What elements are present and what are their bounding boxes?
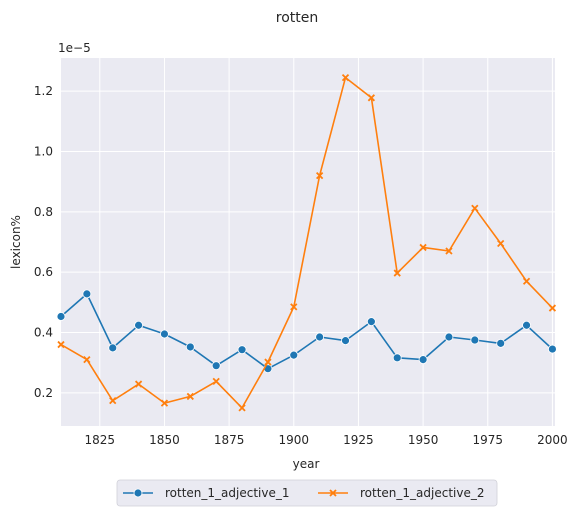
data-point	[211, 361, 221, 371]
series-rotten_1_adjective_1	[56, 289, 557, 374]
series-rotten_1_adjective_2	[57, 73, 557, 412]
data-point	[264, 358, 272, 366]
y-tick-label: 0.4	[34, 325, 53, 339]
data-point	[392, 353, 402, 363]
y-axis-ticks: 0.2 0.4 0.6 0.8 1.0 1.2	[34, 84, 53, 400]
legend-marker	[133, 488, 143, 498]
data-point	[56, 312, 66, 321]
x-axis-ticks: 1825 1850 1875 1900 1925 1950 1975 2000	[85, 433, 568, 447]
data-point	[497, 239, 505, 248]
legend-marker	[329, 489, 337, 497]
legend-label: rotten_1_adjective_2	[360, 486, 485, 500]
data-point	[315, 332, 325, 342]
data-point	[419, 243, 427, 252]
y-tick-label: 1.0	[34, 145, 53, 159]
data-point	[160, 399, 169, 407]
x-tick-label: 2000	[537, 433, 568, 447]
data-point	[522, 320, 531, 330]
data-point	[109, 397, 117, 405]
legend-box	[116, 479, 498, 507]
y-tick-label: 1.2	[34, 84, 53, 98]
data-point	[522, 277, 531, 285]
y-scale-factor: 1e−5	[58, 41, 91, 55]
x-tick-label: 1950	[408, 433, 439, 447]
data-point	[160, 329, 169, 339]
data-point	[134, 380, 143, 388]
chart-title: rotten	[276, 10, 318, 26]
data-point	[185, 342, 195, 352]
y-tick-label: 0.2	[34, 386, 53, 400]
data-point	[496, 338, 506, 348]
data-point	[108, 343, 118, 353]
data-point	[237, 345, 247, 355]
series-line	[60, 76, 553, 409]
y-axis-label: lexicon%	[9, 215, 23, 269]
data-point	[290, 303, 298, 311]
legend: rotten_1_adjective_1 rotten_1_adjective_2	[116, 479, 498, 507]
data-point	[289, 350, 299, 360]
x-tick-label: 1850	[149, 433, 180, 447]
data-point	[82, 289, 92, 299]
data-point	[418, 355, 428, 365]
data-point	[470, 335, 480, 345]
data-point	[83, 356, 91, 364]
x-tick-label: 1900	[279, 433, 310, 447]
data-point	[548, 344, 557, 354]
x-tick-label: 1875	[214, 433, 245, 447]
y-tick-label: 0.8	[34, 205, 53, 219]
data-point	[548, 304, 557, 312]
plot-area	[61, 58, 555, 426]
data-point	[186, 392, 194, 401]
y-tick-label: 0.6	[34, 265, 53, 279]
data-point	[341, 336, 350, 346]
data-point	[212, 377, 220, 385]
x-tick-label: 1825	[85, 433, 116, 447]
data-point	[134, 320, 143, 330]
data-point	[367, 94, 376, 102]
series-layer	[56, 73, 557, 412]
data-point	[366, 317, 376, 327]
x-axis-label: year	[293, 457, 320, 471]
data-point	[341, 73, 350, 82]
data-point	[316, 172, 324, 180]
data-point	[57, 340, 65, 349]
data-point	[393, 269, 401, 277]
grid	[61, 58, 555, 426]
data-point	[444, 332, 454, 342]
x-tick-label: 1925	[343, 433, 374, 447]
data-point	[471, 204, 479, 212]
x-tick-label: 1975	[472, 433, 503, 447]
legend-label: rotten_1_adjective_1	[165, 486, 290, 500]
data-point	[238, 404, 246, 412]
data-point	[445, 247, 453, 255]
